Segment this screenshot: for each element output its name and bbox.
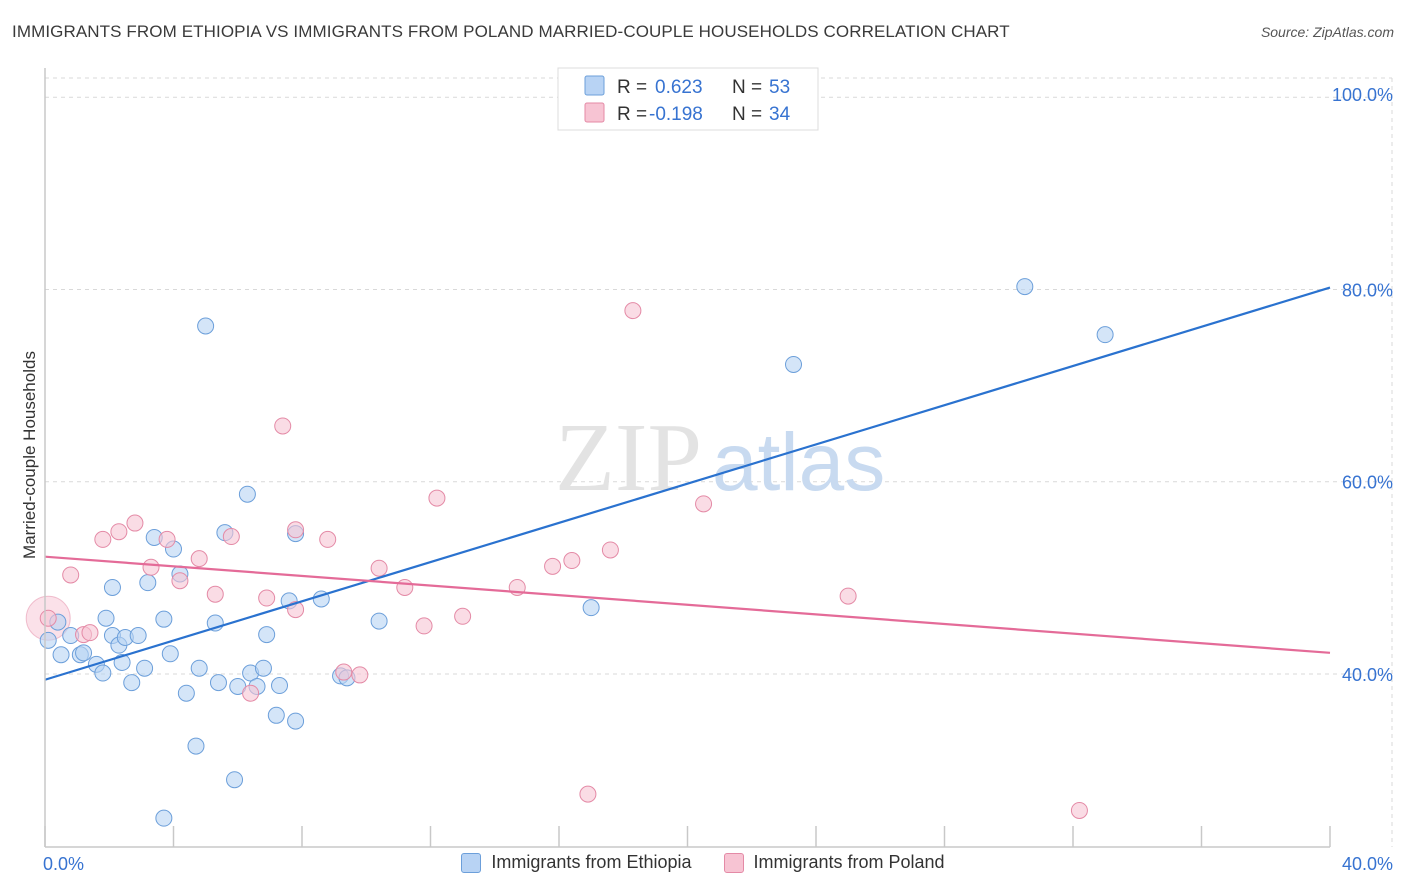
poland-trend-line (44, 555, 1331, 654)
ethiopia-point-31 (226, 771, 244, 789)
ethiopia-point-0 (39, 631, 57, 649)
ethiopia-point-50 (1096, 326, 1114, 344)
ethiopia-point-29 (209, 674, 227, 692)
poland-point-13 (242, 684, 260, 702)
poland-point-9 (171, 572, 189, 590)
ethiopia-point-47 (582, 599, 600, 617)
chart-title: IMMIGRANTS FROM ETHIOPIA VS IMMIGRANTS F… (12, 22, 1010, 41)
poland-point-18 (319, 530, 337, 548)
x-tick-label-40: 40.0% (1342, 854, 1393, 874)
y-tick-label-40: 40.0% (1342, 665, 1393, 685)
poland-point-34 (1070, 801, 1088, 819)
y-tick-label-80: 80.0% (1342, 280, 1393, 300)
ethiopia-point-49 (1016, 278, 1034, 296)
legend-r-label-1: R = (617, 77, 647, 98)
ethiopia-point-26 (190, 659, 208, 677)
poland-point-12 (222, 528, 240, 546)
poland-point-6 (126, 514, 144, 532)
poland-point-28 (563, 552, 581, 570)
series-legend: Immigrants from Ethiopia Immigrants from… (0, 852, 1406, 873)
ethiopia-point-46 (370, 612, 388, 630)
legend-swatch-ethiopia-bottom (461, 852, 482, 873)
legend-item-poland: Immigrants from Poland (723, 852, 945, 873)
legend-n-label-1: N = (732, 77, 762, 98)
ethiopia-point-15 (129, 627, 147, 645)
poland-point-5 (110, 523, 128, 541)
legend-r-value-1: 0.623 (655, 77, 703, 98)
ethiopia-point-48 (785, 355, 803, 373)
ethiopia-point-24 (177, 684, 195, 702)
ethiopia-point-39 (271, 677, 289, 695)
ethiopia-point-41 (287, 712, 305, 730)
data-points (25, 278, 1114, 827)
ethiopia-point-17 (139, 574, 157, 592)
legend-swatch-poland-bottom (723, 852, 744, 873)
poland-point-20 (351, 666, 369, 684)
ethiopia-point-10 (103, 578, 121, 596)
watermark-zip: ZIP (555, 404, 702, 512)
ethiopia-point-25 (187, 737, 205, 755)
poland-point-31 (624, 302, 642, 320)
legend-n-value-2: 34 (769, 104, 791, 125)
y-tick-label-100: 100.0% (1332, 85, 1393, 105)
ethiopia-trend-line (44, 286, 1331, 681)
poland-point-8 (158, 530, 176, 548)
ethiopia-point-33 (238, 485, 256, 503)
poland-point-7 (142, 558, 160, 576)
poland-point-29 (579, 785, 597, 803)
poland-point-11 (206, 585, 224, 603)
grid-lines (45, 77, 1393, 847)
poland-point-24 (428, 489, 446, 507)
x-tick-label-0: 0.0% (43, 854, 84, 874)
ethiopia-point-20 (155, 809, 173, 827)
ethiopia-point-16 (136, 659, 154, 677)
poland-point-14 (258, 589, 276, 607)
poland-point-32 (695, 495, 713, 513)
poland-point-4 (94, 530, 112, 548)
ethiopia-point-5 (75, 644, 93, 662)
ethiopia-point-36 (254, 659, 272, 677)
ethiopia-point-27 (197, 317, 215, 335)
poland-point-30 (601, 541, 619, 559)
poland-point-25 (454, 607, 472, 625)
source-credit: Source: ZipAtlas.com (1260, 24, 1394, 40)
legend-label-poland: Immigrants from Poland (753, 852, 945, 872)
legend-r-label-2: R = (617, 104, 647, 125)
ethiopia-point-7 (94, 664, 112, 682)
legend-swatch-poland (584, 102, 605, 123)
poland-point-27 (544, 557, 562, 575)
ethiopia-point-19 (155, 610, 173, 628)
trend-lines (44, 286, 1331, 681)
legend-n-value-1: 53 (769, 77, 790, 98)
ethiopia-point-14 (123, 674, 141, 692)
y-axis-label: Married-couple Households (20, 351, 39, 559)
poland-point-22 (396, 578, 414, 596)
legend-label-ethiopia: Immigrants from Ethiopia (491, 852, 692, 872)
ethiopia-point-2 (52, 646, 70, 664)
ethiopia-point-8 (97, 609, 115, 627)
poland-point-10 (190, 550, 208, 568)
poland-point-3 (81, 624, 99, 642)
poland-point-23 (415, 617, 433, 635)
legend-swatch-ethiopia (584, 75, 605, 96)
legend-n-label-2: N = (732, 104, 762, 125)
legend-item-ethiopia: Immigrants from Ethiopia (461, 852, 692, 873)
poland-point-0 (39, 609, 57, 627)
legend-r-value-2: -0.198 (649, 104, 703, 125)
poland-point-1 (62, 566, 80, 584)
ethiopia-point-37 (258, 626, 276, 644)
poland-point-21 (370, 559, 388, 577)
poland-point-17 (287, 521, 305, 539)
y-tick-label-60: 60.0% (1342, 473, 1393, 493)
ethiopia-point-38 (267, 706, 285, 724)
poland-point-33 (839, 587, 857, 605)
poland-point-15 (274, 417, 292, 435)
ethiopia-point-21 (161, 645, 179, 663)
axes (44, 68, 1331, 848)
stats-legend: R = 0.623 N = 53 R = -0.198 N = 34 (557, 67, 819, 131)
tick-labels: 40.0% 60.0% 80.0% 100.0% 0.0% 40.0% (43, 85, 1393, 874)
poland-point-19 (335, 663, 353, 681)
